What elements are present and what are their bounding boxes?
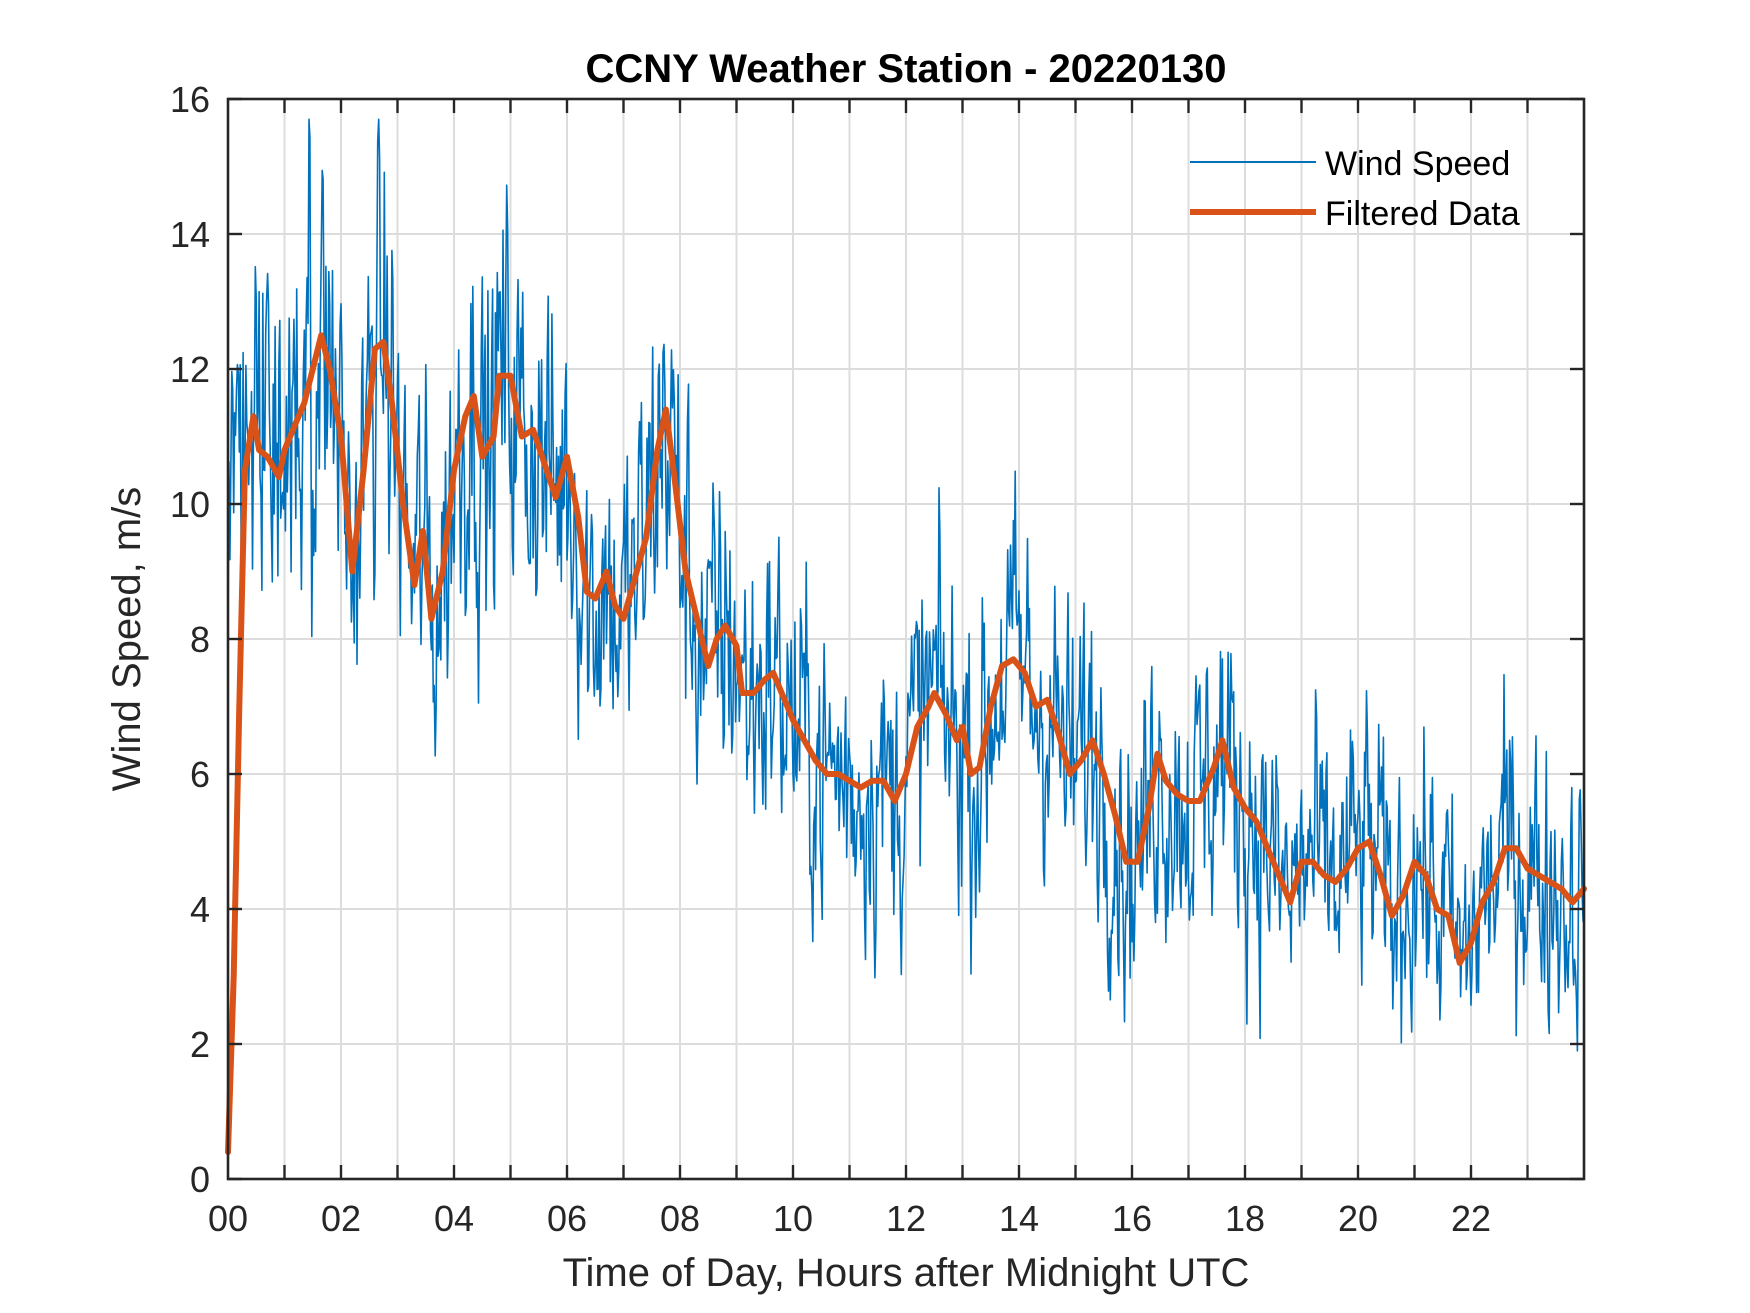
y-tick-label: 12	[170, 349, 210, 390]
x-tick-label: 12	[886, 1198, 926, 1239]
x-tick-label: 14	[999, 1198, 1039, 1239]
x-tick-label: 00	[208, 1198, 248, 1239]
line-filtered-data	[225, 332, 1587, 1155]
y-tick-label: 16	[170, 79, 210, 120]
x-tick-label: 18	[1225, 1198, 1265, 1239]
axis-ticks	[228, 97, 1584, 1181]
y-tick-label: 10	[170, 484, 210, 525]
y-tick-label: 0	[190, 1159, 210, 1200]
y-tick-labels: 0 2 4 6 8 10 12 14 16	[170, 79, 210, 1200]
x-tick-label: 08	[660, 1198, 700, 1239]
x-axis-label: Time of Day, Hours after Midnight UTC	[563, 1251, 1250, 1295]
x-tick-labels: 00 02 04 06 08 10 12 14 16 18 20 22	[208, 1198, 1491, 1239]
y-tick-label: 8	[190, 619, 210, 660]
x-tick-label: 10	[773, 1198, 813, 1239]
x-tick-label: 06	[547, 1198, 587, 1239]
x-tick-label: 02	[321, 1198, 361, 1239]
series-filtered-data	[225, 332, 1587, 1155]
x-tick-label: 20	[1338, 1198, 1378, 1239]
legend-label-wind-speed: Wind Speed	[1325, 145, 1510, 183]
y-tick-label: 6	[190, 754, 210, 795]
x-tick-label: 04	[434, 1198, 474, 1239]
line-wind-speed	[227, 118, 1585, 1052]
legend-label-filtered-data: Filtered Data	[1325, 195, 1520, 233]
y-tick-label: 2	[190, 1024, 210, 1065]
chart-title: CCNY Weather Station - 20220130	[586, 47, 1227, 91]
grid	[228, 99, 1584, 1179]
y-tick-label: 4	[190, 889, 210, 930]
y-tick-label: 14	[170, 214, 210, 255]
y-axis-label: Wind Speed, m/s	[105, 487, 149, 792]
x-tick-label: 16	[1112, 1198, 1152, 1239]
x-tick-label: 22	[1451, 1198, 1491, 1239]
series-wind-speed	[227, 118, 1585, 1052]
legend: Wind Speed Filtered Data	[1190, 145, 1520, 233]
